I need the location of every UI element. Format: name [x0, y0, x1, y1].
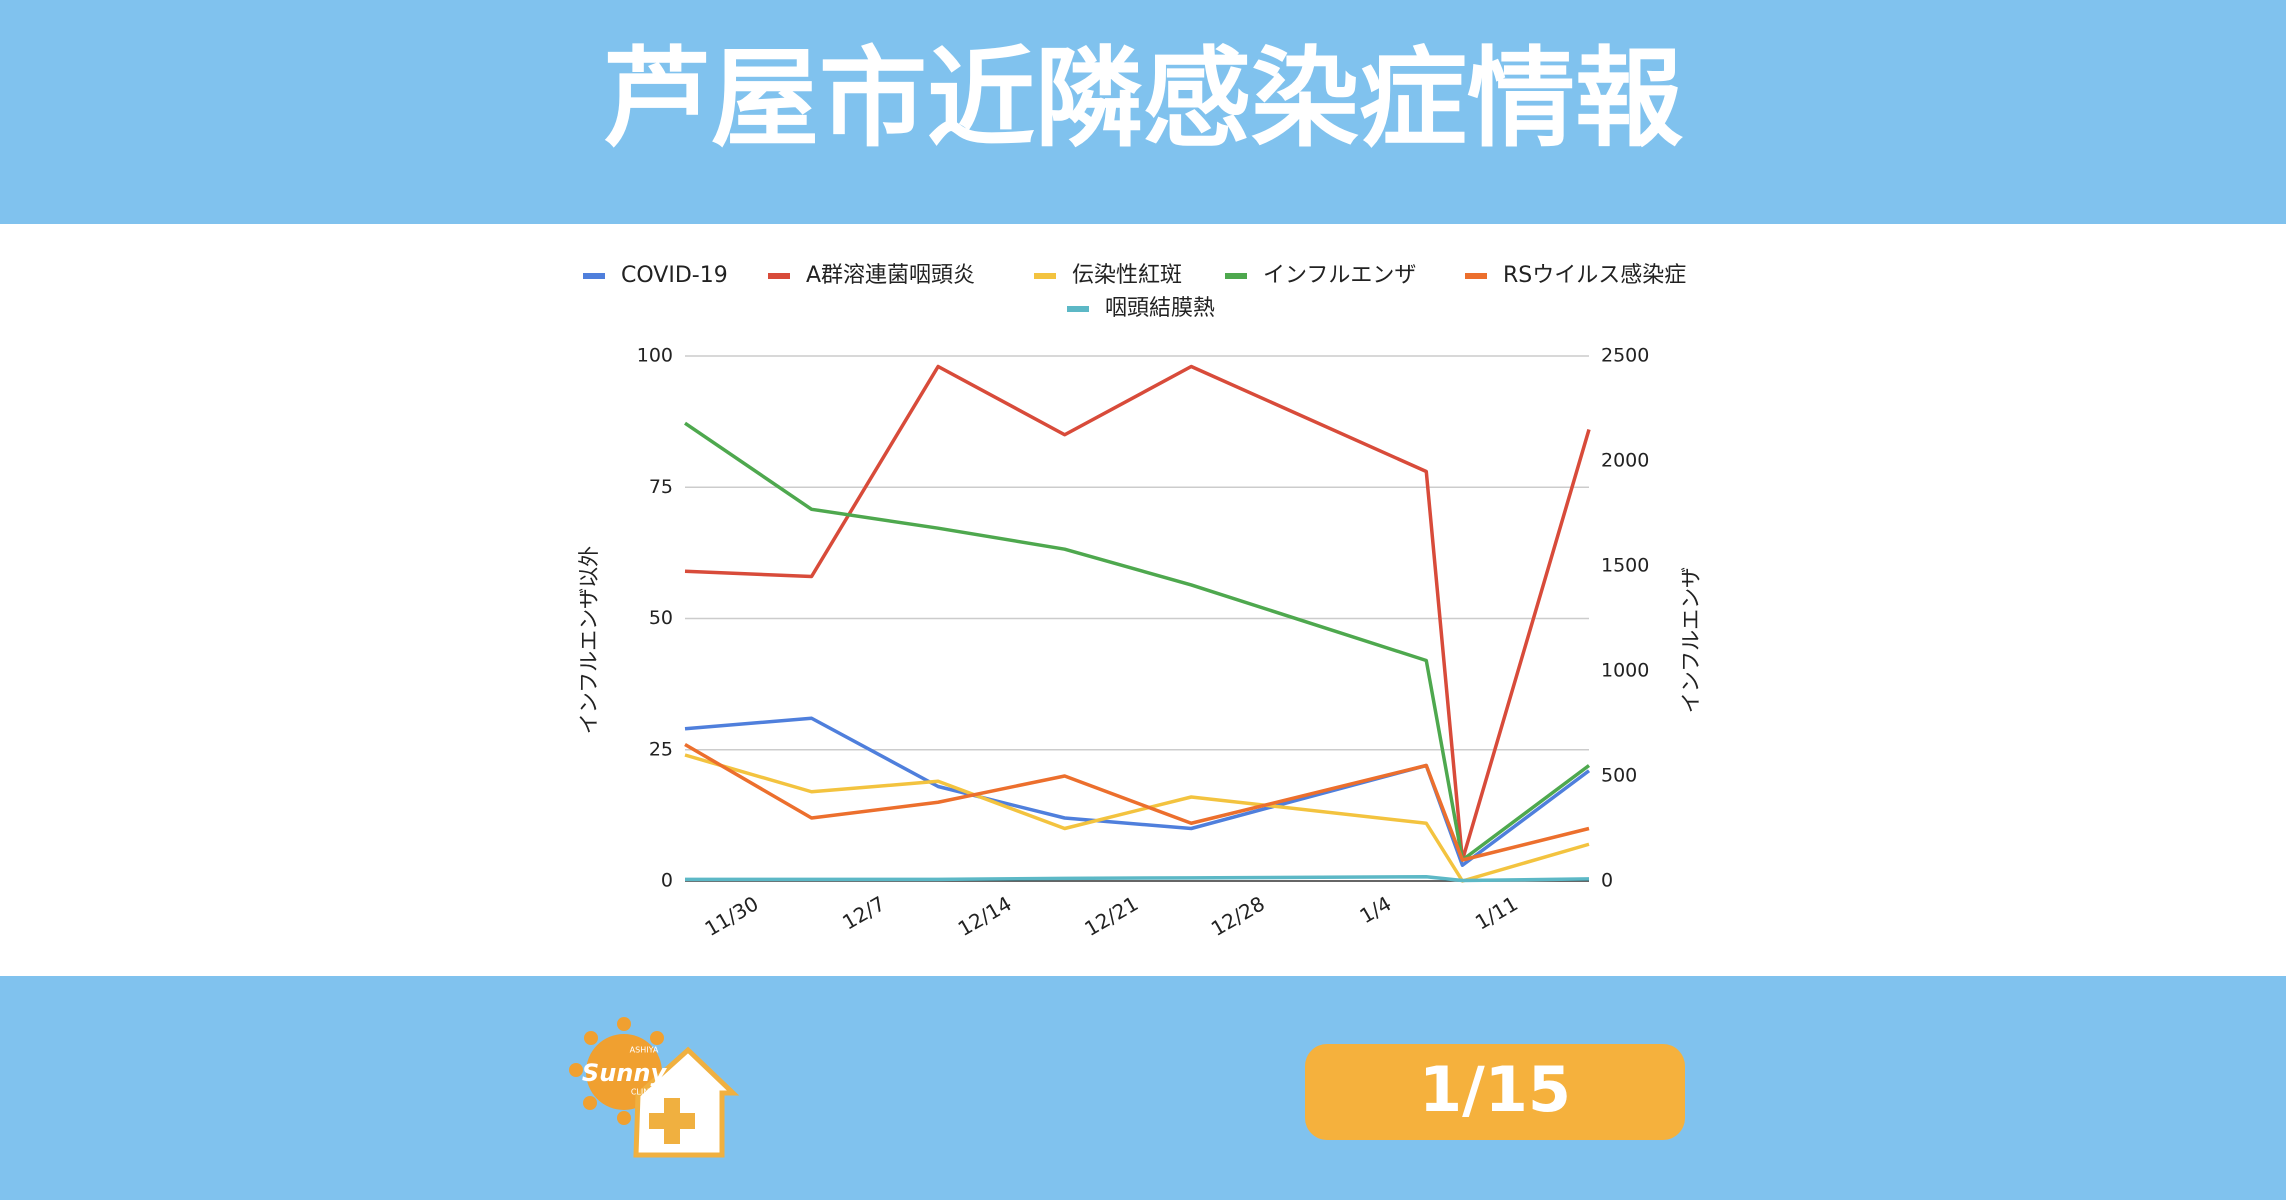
- y-tick-label: 100: [637, 345, 673, 367]
- y2-tick-label: 2500: [1601, 345, 1649, 367]
- date-label: 1/15: [1419, 1053, 1571, 1126]
- y-axis-label: インフルエンザ以外: [577, 546, 601, 734]
- series-line: [684, 421, 1591, 862]
- legend-label: インフルエンザ: [1263, 263, 1416, 288]
- legend-swatch: [583, 273, 605, 279]
- y2-axis-label: インフルエンザ: [1679, 567, 1703, 713]
- header-band: [0, 0, 2286, 224]
- page-title: 芦屋市近隣感染症情報: [603, 37, 1683, 162]
- legend-swatch: [1465, 273, 1487, 279]
- y2-tick-label: 500: [1601, 765, 1637, 787]
- series-line: [684, 753, 1590, 883]
- logo-bottom: CLINIC: [631, 1088, 658, 1097]
- logo-top: ASHIYA: [630, 1046, 659, 1055]
- legend-label: COVID-19: [621, 263, 728, 288]
- series-line: [685, 875, 1590, 883]
- legend-swatch: [768, 273, 790, 279]
- logo: Sunny ASHIYA CLINIC: [569, 1017, 740, 1158]
- y2-tick-label: 2000: [1601, 450, 1649, 472]
- footer-band: [0, 976, 2286, 1200]
- legend-label: 伝染性紅斑: [1072, 263, 1182, 288]
- y-tick-label: 50: [649, 607, 673, 629]
- y2-tick-label: 0: [1601, 870, 1613, 892]
- y2-tick-label: 1500: [1601, 555, 1649, 577]
- series-line: [684, 364, 1591, 862]
- y-tick-label: 75: [649, 476, 673, 498]
- legend-label: A群溶連菌咽頭炎: [806, 263, 975, 288]
- legend-label: RSウイルス感染症: [1503, 263, 1686, 288]
- y2-tick-label: 1000: [1601, 660, 1649, 682]
- y-tick-label: 25: [649, 738, 673, 760]
- legend-swatch: [1225, 273, 1247, 279]
- legend-swatch: [1067, 306, 1089, 312]
- legend-swatch: [1034, 273, 1056, 279]
- logo-name: Sunny: [582, 1059, 668, 1087]
- series-line: [684, 742, 1590, 862]
- chart-band: [0, 224, 2286, 976]
- date-badge: [1305, 1044, 1685, 1140]
- y-tick-label: 0: [661, 870, 673, 892]
- legend-label: 咽頭結膜熱: [1105, 296, 1215, 321]
